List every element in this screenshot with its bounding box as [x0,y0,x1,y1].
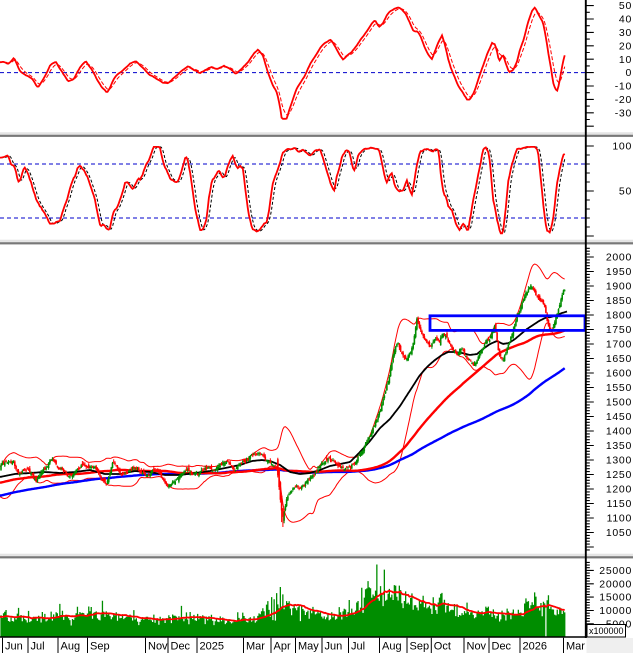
svg-text:30: 30 [619,27,632,39]
svg-text:1950: 1950 [606,266,632,278]
svg-text:Nov: Nov [148,641,168,653]
svg-text:1150: 1150 [607,498,632,510]
svg-text:Apr: Apr [274,641,291,653]
svg-text:1100: 1100 [607,513,632,525]
svg-text:1600: 1600 [606,368,632,380]
svg-text:Nov: Nov [467,641,487,653]
svg-text:-30: -30 [615,107,632,119]
svg-text:40: 40 [619,14,632,26]
svg-text:-20: -20 [615,94,632,106]
svg-text:10: 10 [619,54,632,66]
svg-text:Dec: Dec [492,641,512,653]
svg-text:20000: 20000 [599,578,632,590]
svg-text:-10: -10 [615,81,632,93]
svg-text:Sep: Sep [90,641,110,653]
svg-text:1300: 1300 [606,455,632,467]
svg-text:50: 50 [619,0,632,12]
svg-text:50: 50 [619,186,632,198]
svg-text:1050: 1050 [606,527,632,539]
svg-text:2025: 2025 [200,641,224,653]
svg-text:Jun: Jun [5,641,23,653]
svg-text:1700: 1700 [606,339,632,351]
svg-text:Jul: Jul [351,641,365,653]
svg-text:x100000: x100000 [589,626,624,636]
svg-text:10000: 10000 [599,605,632,617]
svg-text:1450: 1450 [606,411,632,423]
svg-text:100: 100 [612,141,632,153]
svg-text:15000: 15000 [599,592,632,604]
svg-text:Sep: Sep [410,641,430,653]
svg-text:Oct: Oct [434,641,451,653]
svg-text:1200: 1200 [606,484,632,496]
svg-text:2026: 2026 [523,641,547,653]
svg-text:Aug: Aug [61,641,81,653]
svg-text:1550: 1550 [606,382,632,394]
svg-text:Aug: Aug [382,641,402,653]
svg-text:0: 0 [625,67,632,79]
svg-text:Dec: Dec [171,641,191,653]
svg-text:1800: 1800 [606,310,632,322]
svg-text:Jun: Jun [325,641,343,653]
svg-text:1650: 1650 [606,353,632,365]
svg-text:2000: 2000 [606,252,632,264]
svg-text:Mar: Mar [246,641,265,653]
svg-text:1500: 1500 [606,397,632,409]
svg-text:Jul: Jul [31,641,45,653]
svg-text:May: May [298,641,319,653]
svg-text:20: 20 [619,40,632,52]
svg-text:1400: 1400 [606,426,632,438]
svg-text:1350: 1350 [606,440,632,452]
svg-text:Mar: Mar [566,641,585,653]
svg-text:1250: 1250 [606,469,632,481]
svg-text:1900: 1900 [606,281,632,293]
svg-text:1850: 1850 [606,295,632,307]
svg-text:1750: 1750 [606,324,632,336]
svg-text:25000: 25000 [599,565,632,577]
